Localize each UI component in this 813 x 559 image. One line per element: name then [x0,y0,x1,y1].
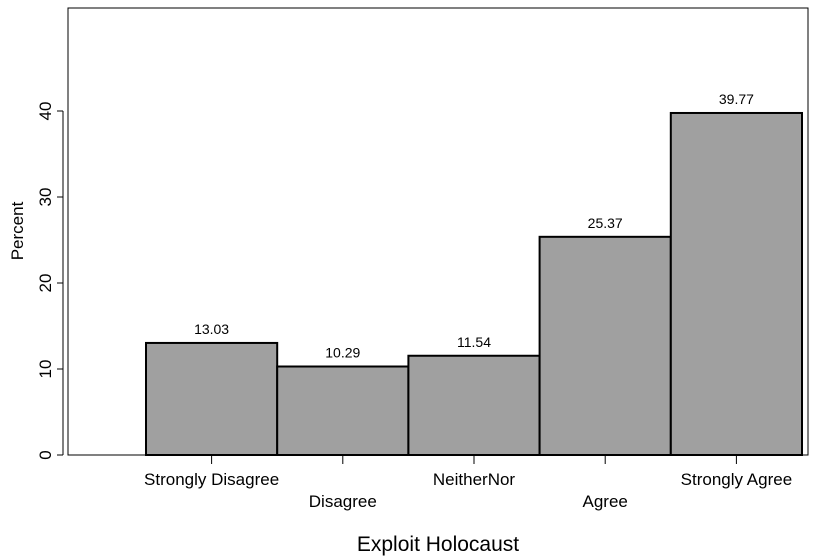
x-tick-label: Strongly Disagree [144,470,279,489]
x-tick-label: NeitherNor [433,470,516,489]
y-tick-label: 0 [36,450,55,459]
bar-disagree [276,365,410,457]
x-axis-title: Exploit Holocaust [357,533,519,556]
bar-value-label: 11.54 [457,334,491,350]
bar-value-label: 25.37 [588,215,623,231]
y-tick-label: 30 [36,188,55,207]
x-tick-label: Strongly Agree [681,470,793,489]
y-tick-label: 10 [36,360,55,379]
bar-value-label: 10.29 [325,345,360,361]
x-tick-label: Agree [583,492,628,511]
bar-strongly-disagree [145,341,279,456]
bar-neithernor [407,354,541,457]
y-axis-title: Percent [8,201,27,260]
bar-agree [538,235,672,456]
bar-value-label: 13.03 [194,321,229,337]
bar-value-label: 39.77 [719,91,754,107]
bar-strongly-agree [669,111,803,456]
x-tick-label: Disagree [309,492,377,511]
y-tick-label: 40 [36,102,55,121]
y-tick-label: 20 [36,274,55,293]
